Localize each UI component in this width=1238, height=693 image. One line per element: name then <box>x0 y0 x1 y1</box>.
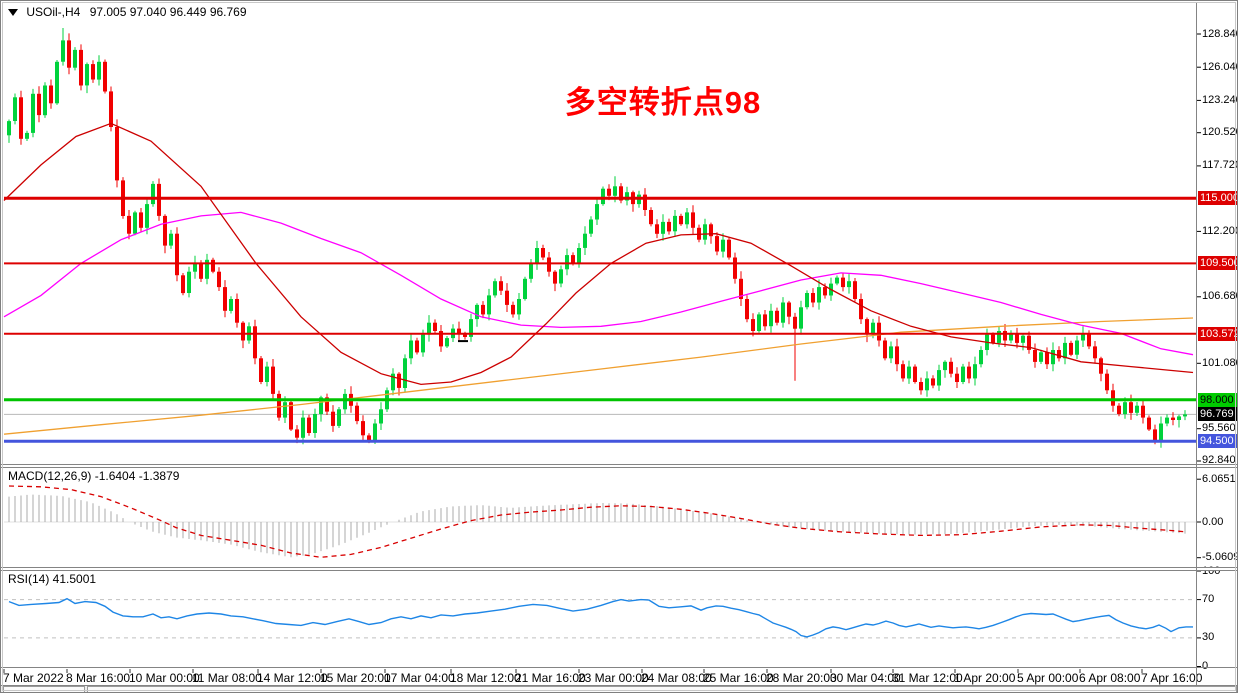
time-label: 28 Mar 20:00 <box>766 671 837 685</box>
time-label: 14 Mar 12:00 <box>257 671 328 685</box>
price-badge-98.000: 98.000 <box>1198 392 1237 407</box>
time-label: 7 Mar 2022 <box>3 671 64 685</box>
time-label: 30 Mar 04:00 <box>830 671 901 685</box>
ohlc-values: 97.005 97.040 96.449 96.769 <box>89 5 247 19</box>
price-badge-115.000: 115.000 <box>1198 191 1238 206</box>
separator-macd-rsi-2 <box>1 570 1237 571</box>
separator-time-status <box>1 685 1237 686</box>
price-tick-128.840: 128.840 <box>1202 27 1238 40</box>
time-label: 11 Mar 08:00 <box>192 671 262 685</box>
rsi-tick-30: 30 <box>1202 631 1215 644</box>
status-cell-left <box>3 686 85 692</box>
separator-main-macd-2 <box>1 467 1237 468</box>
separator-main-macd[interactable] <box>1 464 1237 465</box>
rsi-line <box>8 597 1193 638</box>
time-label: 10 Mar 00:00 <box>129 671 200 685</box>
macd-signal-line <box>8 485 1186 558</box>
symbol-dropdown-icon[interactable] <box>8 9 18 17</box>
price-badge-96.769: 96.769 <box>1198 407 1237 422</box>
price-tick-106.680: 106.680 <box>1202 290 1238 303</box>
time-label: 23 Mar 00:00 <box>578 671 649 685</box>
macd-label: MACD(12,26,9) -1.6404 -1.3879 <box>8 469 180 483</box>
rsi-tick-0: 0 <box>1202 660 1209 672</box>
price-tick-117.720: 117.720 <box>1202 159 1238 172</box>
price-badge-109.500: 109.500 <box>1198 256 1238 271</box>
price-tick-126.040: 126.040 <box>1202 60 1238 73</box>
time-axis[interactable]: 7 Mar 2022 8 Mar 16:00 10 Mar 00:00 11 Mar … <box>1 669 1202 685</box>
price-badge-94.500: 94.500 <box>1198 434 1237 449</box>
price-tick-95.560: 95.560 <box>1202 422 1236 435</box>
time-label: 7 Apr 16:00 <box>1141 671 1203 685</box>
time-label: 5 Apr 00:00 <box>1017 671 1079 685</box>
price-axis-separator <box>1196 3 1197 685</box>
status-bar <box>1 686 1237 692</box>
time-label: 25 Mar 16:00 <box>703 671 774 685</box>
price-tick-123.240: 123.240 <box>1202 93 1238 106</box>
macd-tick-0.00: 0.00 <box>1202 515 1224 528</box>
time-label: 8 Mar 16:00 <box>66 671 131 685</box>
rsi-tick-70: 70 <box>1202 593 1215 606</box>
quote-bar: USOil-,H4 97.005 97.040 96.449 96.769 <box>8 5 247 19</box>
separator-rsi-time <box>1 667 1237 668</box>
fast-ma <box>3 122 1194 386</box>
separator-highlight-1 <box>1 465 1237 467</box>
macd-tick--5.0609: -5.0609 <box>1202 551 1238 564</box>
time-label: 15 Mar 20:00 <box>320 671 391 685</box>
separator-macd-rsi[interactable] <box>1 567 1237 568</box>
slow-ma <box>3 317 1194 435</box>
price-tick-112.200: 112.200 <box>1202 224 1238 237</box>
time-label: 1 Apr 20:00 <box>954 671 1016 685</box>
time-label: 18 Mar 12:00 <box>450 671 521 685</box>
separator-highlight-2 <box>1 568 1237 570</box>
time-label: 17 Mar 04:00 <box>384 671 455 685</box>
price-axis[interactable]: 128.840 126.040 123.240 120.520 117.720 112.2… <box>1197 1 1238 692</box>
time-label: 6 Apr 08:00 <box>1079 671 1141 685</box>
status-cell-right <box>87 686 1237 692</box>
price-tick-101.080: 101.080 <box>1202 356 1238 369</box>
mid-ma <box>3 211 1194 356</box>
time-label: 31 Mar 12:00 <box>892 671 963 685</box>
time-label: 24 Mar 08:00 <box>641 671 712 685</box>
price-tick-120.520: 120.520 <box>1202 126 1238 139</box>
time-label: 21 Mar 16:00 <box>515 671 586 685</box>
macd-tick-6.0651: 6.0651 <box>1202 472 1236 485</box>
price-tick-92.840: 92.840 <box>1202 454 1236 467</box>
symbol-label: USOil-,H4 <box>26 5 81 19</box>
price-badge-103.572: 103.572 <box>1198 326 1238 341</box>
chart-annotation: 多空转折点98 <box>564 85 762 120</box>
rsi-label: RSI(14) 41.5001 <box>8 572 97 586</box>
